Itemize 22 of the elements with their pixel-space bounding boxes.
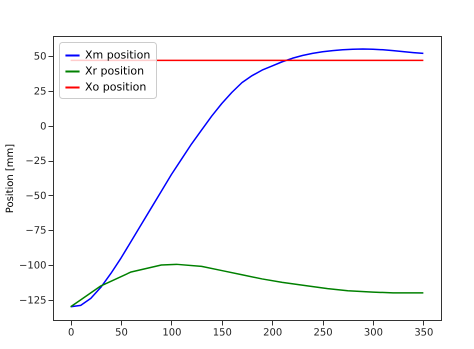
x-tick-label: 100	[162, 328, 182, 338]
y-tick-label: 50	[34, 52, 46, 63]
y-tick-label: −25	[25, 156, 46, 168]
y-axis-title: Position [mm]	[5, 144, 16, 214]
x-tick-label: 50	[115, 328, 128, 338]
legend-label: Xo position	[85, 80, 146, 94]
x-tick-label: 150	[212, 328, 232, 338]
x-tick-label: 350	[414, 328, 434, 338]
x-tick-label: 250	[314, 328, 333, 338]
y-tick-label: −125	[19, 295, 46, 306]
legend-label: Xr position	[85, 64, 144, 78]
x-tick-label: 0	[68, 328, 74, 338]
x-tick-label: 200	[263, 328, 282, 338]
line-series	[70, 264, 424, 308]
y-tick-label: 0	[40, 121, 46, 132]
y-tick-label: −50	[25, 190, 46, 202]
x-tick-label: 300	[364, 328, 384, 338]
y-tick-label: −75	[25, 226, 46, 237]
legend-label: Xm position	[85, 48, 150, 62]
line-series	[70, 48, 424, 308]
y-tick-label: −100	[19, 260, 46, 272]
y-tick-label: 25	[34, 86, 46, 98]
